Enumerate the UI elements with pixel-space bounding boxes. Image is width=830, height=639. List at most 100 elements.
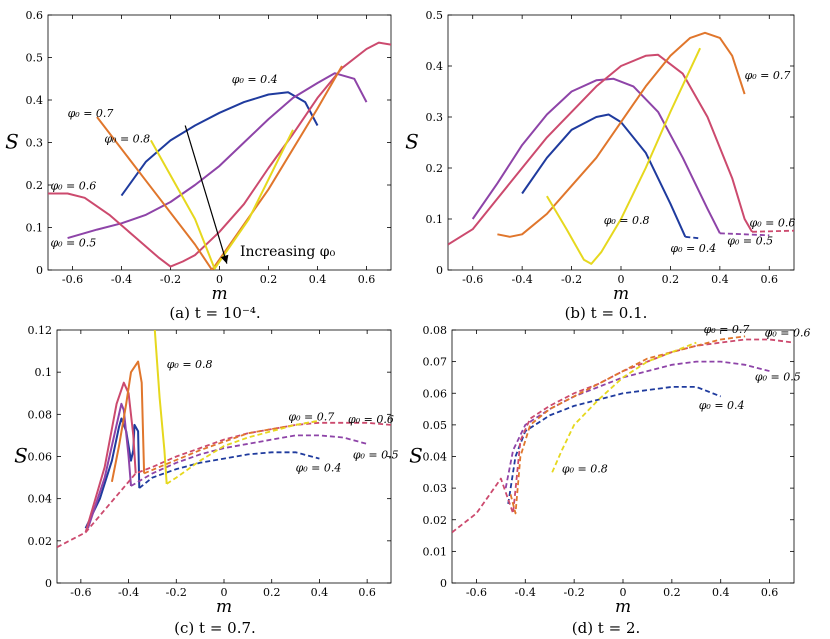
x-tick-label: 0: [618, 273, 625, 286]
series-phi-0-5-label: φ₀ = 0.5: [755, 371, 801, 384]
x-tick-label: -0.6: [462, 273, 483, 286]
panel-b: -0.6 -0.4 -0.2 0 0.2 0.4 0.6 0 0.1 0.2 0.3 0.4 0.5 m S…: [405, 9, 795, 304]
series-phi-0-7-dashed-line: [509, 335, 746, 515]
y-tick-label: 0.4: [426, 60, 444, 73]
x-tick-label: 0.2: [263, 586, 281, 599]
y-tick-label: 0: [36, 264, 43, 277]
series-phi-0-7-label: φ₀ = 0.7: [745, 69, 791, 82]
caption-d: (d) t = 2.: [572, 619, 641, 637]
series-phi-0-5-dashed-line: [719, 232, 770, 237]
y-tick-label: 0.12: [28, 324, 53, 337]
plot-area-b: [447, 14, 795, 271]
series-phi-0-5-solid-line: [87, 402, 132, 529]
series-group-d: [452, 335, 794, 534]
x-tick-label: 0: [216, 273, 223, 286]
caption-c: (c) t = 0.7.: [174, 619, 256, 637]
series-phi-0-4-label: φ₀ = 0.4: [699, 399, 745, 412]
annotation-increasing-phi: Increasing φ₀: [240, 244, 336, 260]
series-phi-0-4-solid-line: [521, 113, 687, 238]
x-tick-label: 0.4: [712, 586, 730, 599]
y-tick-label: 0.06: [28, 451, 53, 464]
y-tick-label: 0.04: [423, 451, 448, 464]
y-tick-label: 0.3: [426, 111, 444, 124]
x-tick-label: 0: [620, 586, 627, 599]
series-phi-0-8-label: φ₀ = 0.8: [104, 133, 150, 146]
x-tick-label: 0.6: [358, 586, 376, 599]
x-axis-label: m: [216, 597, 232, 617]
series-phi-0-6-dashed-line: [57, 421, 391, 548]
series-phi-0-5-label: φ₀ = 0.5: [727, 235, 773, 248]
y-tick-label: 0.5: [426, 9, 444, 22]
series-phi-0-5-label: φ₀ = 0.5: [353, 449, 399, 462]
y-tick-label: 0.1: [426, 213, 444, 226]
x-tick-label: -0.6: [466, 586, 487, 599]
x-tick-label: -0.4: [111, 273, 132, 286]
y-tick-label: 0.01: [423, 545, 448, 558]
y-tick-label: 0.6: [26, 9, 44, 22]
x-tick-label: -0.6: [62, 273, 83, 286]
y-tick-label: 0.07: [423, 356, 448, 369]
series-phi-0-8-solid-line: [546, 47, 702, 265]
x-tick-label: -0.4: [515, 586, 536, 599]
x-tick-label: -0.2: [564, 586, 585, 599]
series-group-c: [57, 330, 391, 548]
x-axis-label: m: [211, 284, 227, 304]
series-phi-0-8-dashed-line: [551, 341, 697, 473]
series-phi-0-8-label: φ₀ = 0.8: [604, 214, 650, 227]
panel-a: -0.6 -0.4 -0.2 0 0.2 0.4 0.6 0 0.1 0.2 0.3 0.4 0.5 0.…: [5, 9, 392, 304]
y-tick-label: 0.1: [26, 222, 44, 235]
series-phi-0-4-dashed-line: [507, 386, 722, 505]
series-phi-0-4-label: φ₀ = 0.4: [296, 461, 342, 474]
x-tick-label: -0.2: [166, 586, 187, 599]
series-phi-0-7-solid-line: [110, 360, 146, 482]
y-tick-label: 0.4: [26, 94, 44, 107]
x-axis-label: m: [613, 284, 629, 304]
series-phi-0-4-dashed-line: [685, 235, 701, 240]
x-tick-label: -0.4: [512, 273, 533, 286]
series-phi-0-6-solid-line: [48, 41, 391, 268]
y-tick-label: 0.03: [423, 482, 448, 495]
y-tick-label: 0.06: [423, 387, 448, 400]
y-tick-label: 0.2: [26, 179, 44, 192]
series-phi-0-6-dashed-line: [751, 229, 794, 233]
annotation-arrow-head: [220, 254, 229, 264]
series-phi-0-4-dashed-line: [138, 451, 320, 489]
panel-c: -0.6 -0.4 -0.2 0 0.2 0.4 0.6 0 0.02 0.04 0.06 0.08 0…: [14, 324, 399, 617]
y-tick-label: 0.2: [426, 162, 444, 175]
y-tick-label: 0: [45, 577, 52, 590]
y-tick-label: 0.08: [423, 324, 448, 337]
y-axis-label: S: [405, 130, 419, 154]
x-tick-label: -0.2: [160, 273, 181, 286]
y-axis-label: S: [14, 444, 28, 468]
series-phi-0-4-label: φ₀ = 0.4: [670, 242, 716, 255]
series-phi-0-7-label: φ₀ = 0.7: [68, 107, 114, 120]
y-tick-label: 0.02: [28, 535, 53, 548]
series-phi-0-5-label: φ₀ = 0.5: [50, 237, 96, 250]
panel-d: -0.6 -0.4 -0.2 0 0.2 0.4 0.6 0 0.01 0.02 0.03 0.04 0…: [409, 323, 810, 617]
series-phi-0-7-solid-line: [96, 65, 343, 270]
series-phi-0-7-label: φ₀ = 0.7: [704, 323, 750, 336]
x-tick-label: 0.2: [663, 586, 681, 599]
plot-area-d: [451, 329, 795, 584]
x-tick-label: 0.2: [260, 273, 278, 286]
series-phi-0-8-dashed-line: [166, 419, 320, 485]
series-phi-0-6-label: φ₀ = 0.6: [765, 326, 811, 339]
series-phi-0-6-label: φ₀ = 0.6: [348, 413, 394, 426]
series-phi-0-6-dashed-line: [452, 338, 794, 534]
x-tick-label: 0.2: [662, 273, 680, 286]
series-phi-0-8-label: φ₀ = 0.8: [167, 358, 213, 371]
x-tick-label: -0.6: [70, 586, 91, 599]
x-tick-label: 0.4: [711, 273, 729, 286]
x-tick-label: -0.2: [561, 273, 582, 286]
series-phi-0-5-solid-line: [67, 72, 368, 240]
series-phi-0-5-dashed-line: [130, 434, 368, 487]
series-phi-0-5-dashed-line: [504, 360, 770, 489]
series-phi-0-6-label: φ₀ = 0.6: [50, 179, 96, 192]
y-tick-label: 0.5: [26, 52, 44, 65]
x-tick-label: 0.4: [309, 273, 327, 286]
caption-b: (b) t = 0.1.: [565, 304, 648, 322]
series-phi-0-4-label: φ₀ = 0.4: [232, 73, 278, 86]
series-phi-0-6-label: φ₀ = 0.6: [750, 217, 796, 230]
y-tick-label: 0.05: [423, 419, 448, 432]
